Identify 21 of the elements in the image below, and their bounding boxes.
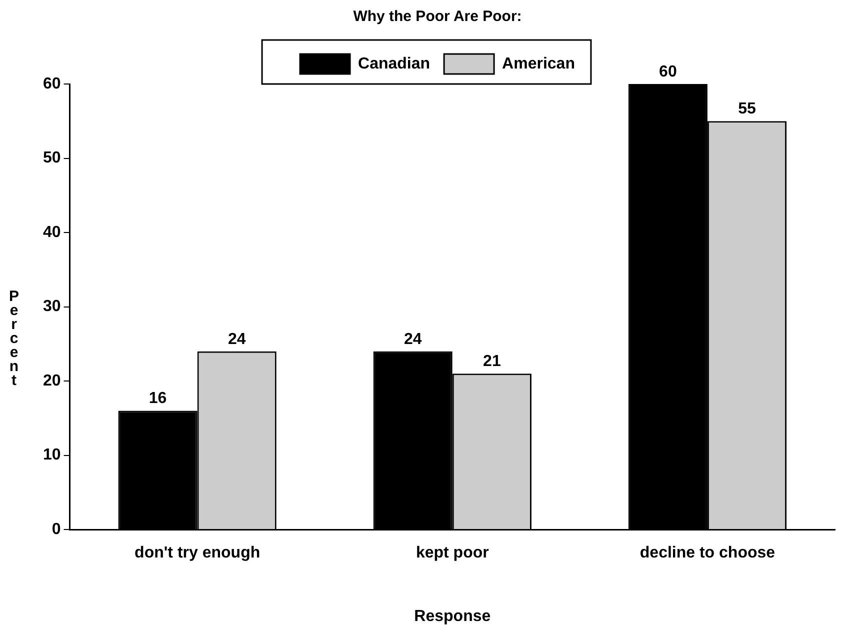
y-tick-label: 20 bbox=[43, 372, 61, 390]
y-tick-label: 30 bbox=[43, 298, 61, 316]
x-tick-label: decline to choose bbox=[640, 544, 776, 562]
legend-label: Canadian bbox=[358, 55, 430, 72]
data-label: 21 bbox=[483, 353, 501, 370]
y-tick-label: 0 bbox=[52, 521, 61, 538]
y-tick-label: 60 bbox=[43, 75, 61, 92]
x-tick-label: don't try enough bbox=[134, 544, 260, 562]
y-tick-label: 10 bbox=[43, 446, 61, 464]
y-tick-label: 40 bbox=[43, 224, 61, 241]
data-label: 24 bbox=[228, 330, 246, 348]
y-tick-label: 50 bbox=[43, 150, 61, 167]
data-label: 24 bbox=[404, 330, 422, 348]
legend-label: American bbox=[502, 55, 575, 72]
x-tick-label: kept poor bbox=[416, 544, 489, 562]
data-label: 16 bbox=[148, 390, 167, 408]
data-label: 55 bbox=[738, 100, 756, 118]
data-label: 60 bbox=[659, 63, 677, 80]
x-axis-title: Response bbox=[414, 608, 491, 625]
y-axis-title: Percent bbox=[8, 288, 20, 389]
chart-title: Why the Poor Are Poor: bbox=[353, 8, 522, 26]
